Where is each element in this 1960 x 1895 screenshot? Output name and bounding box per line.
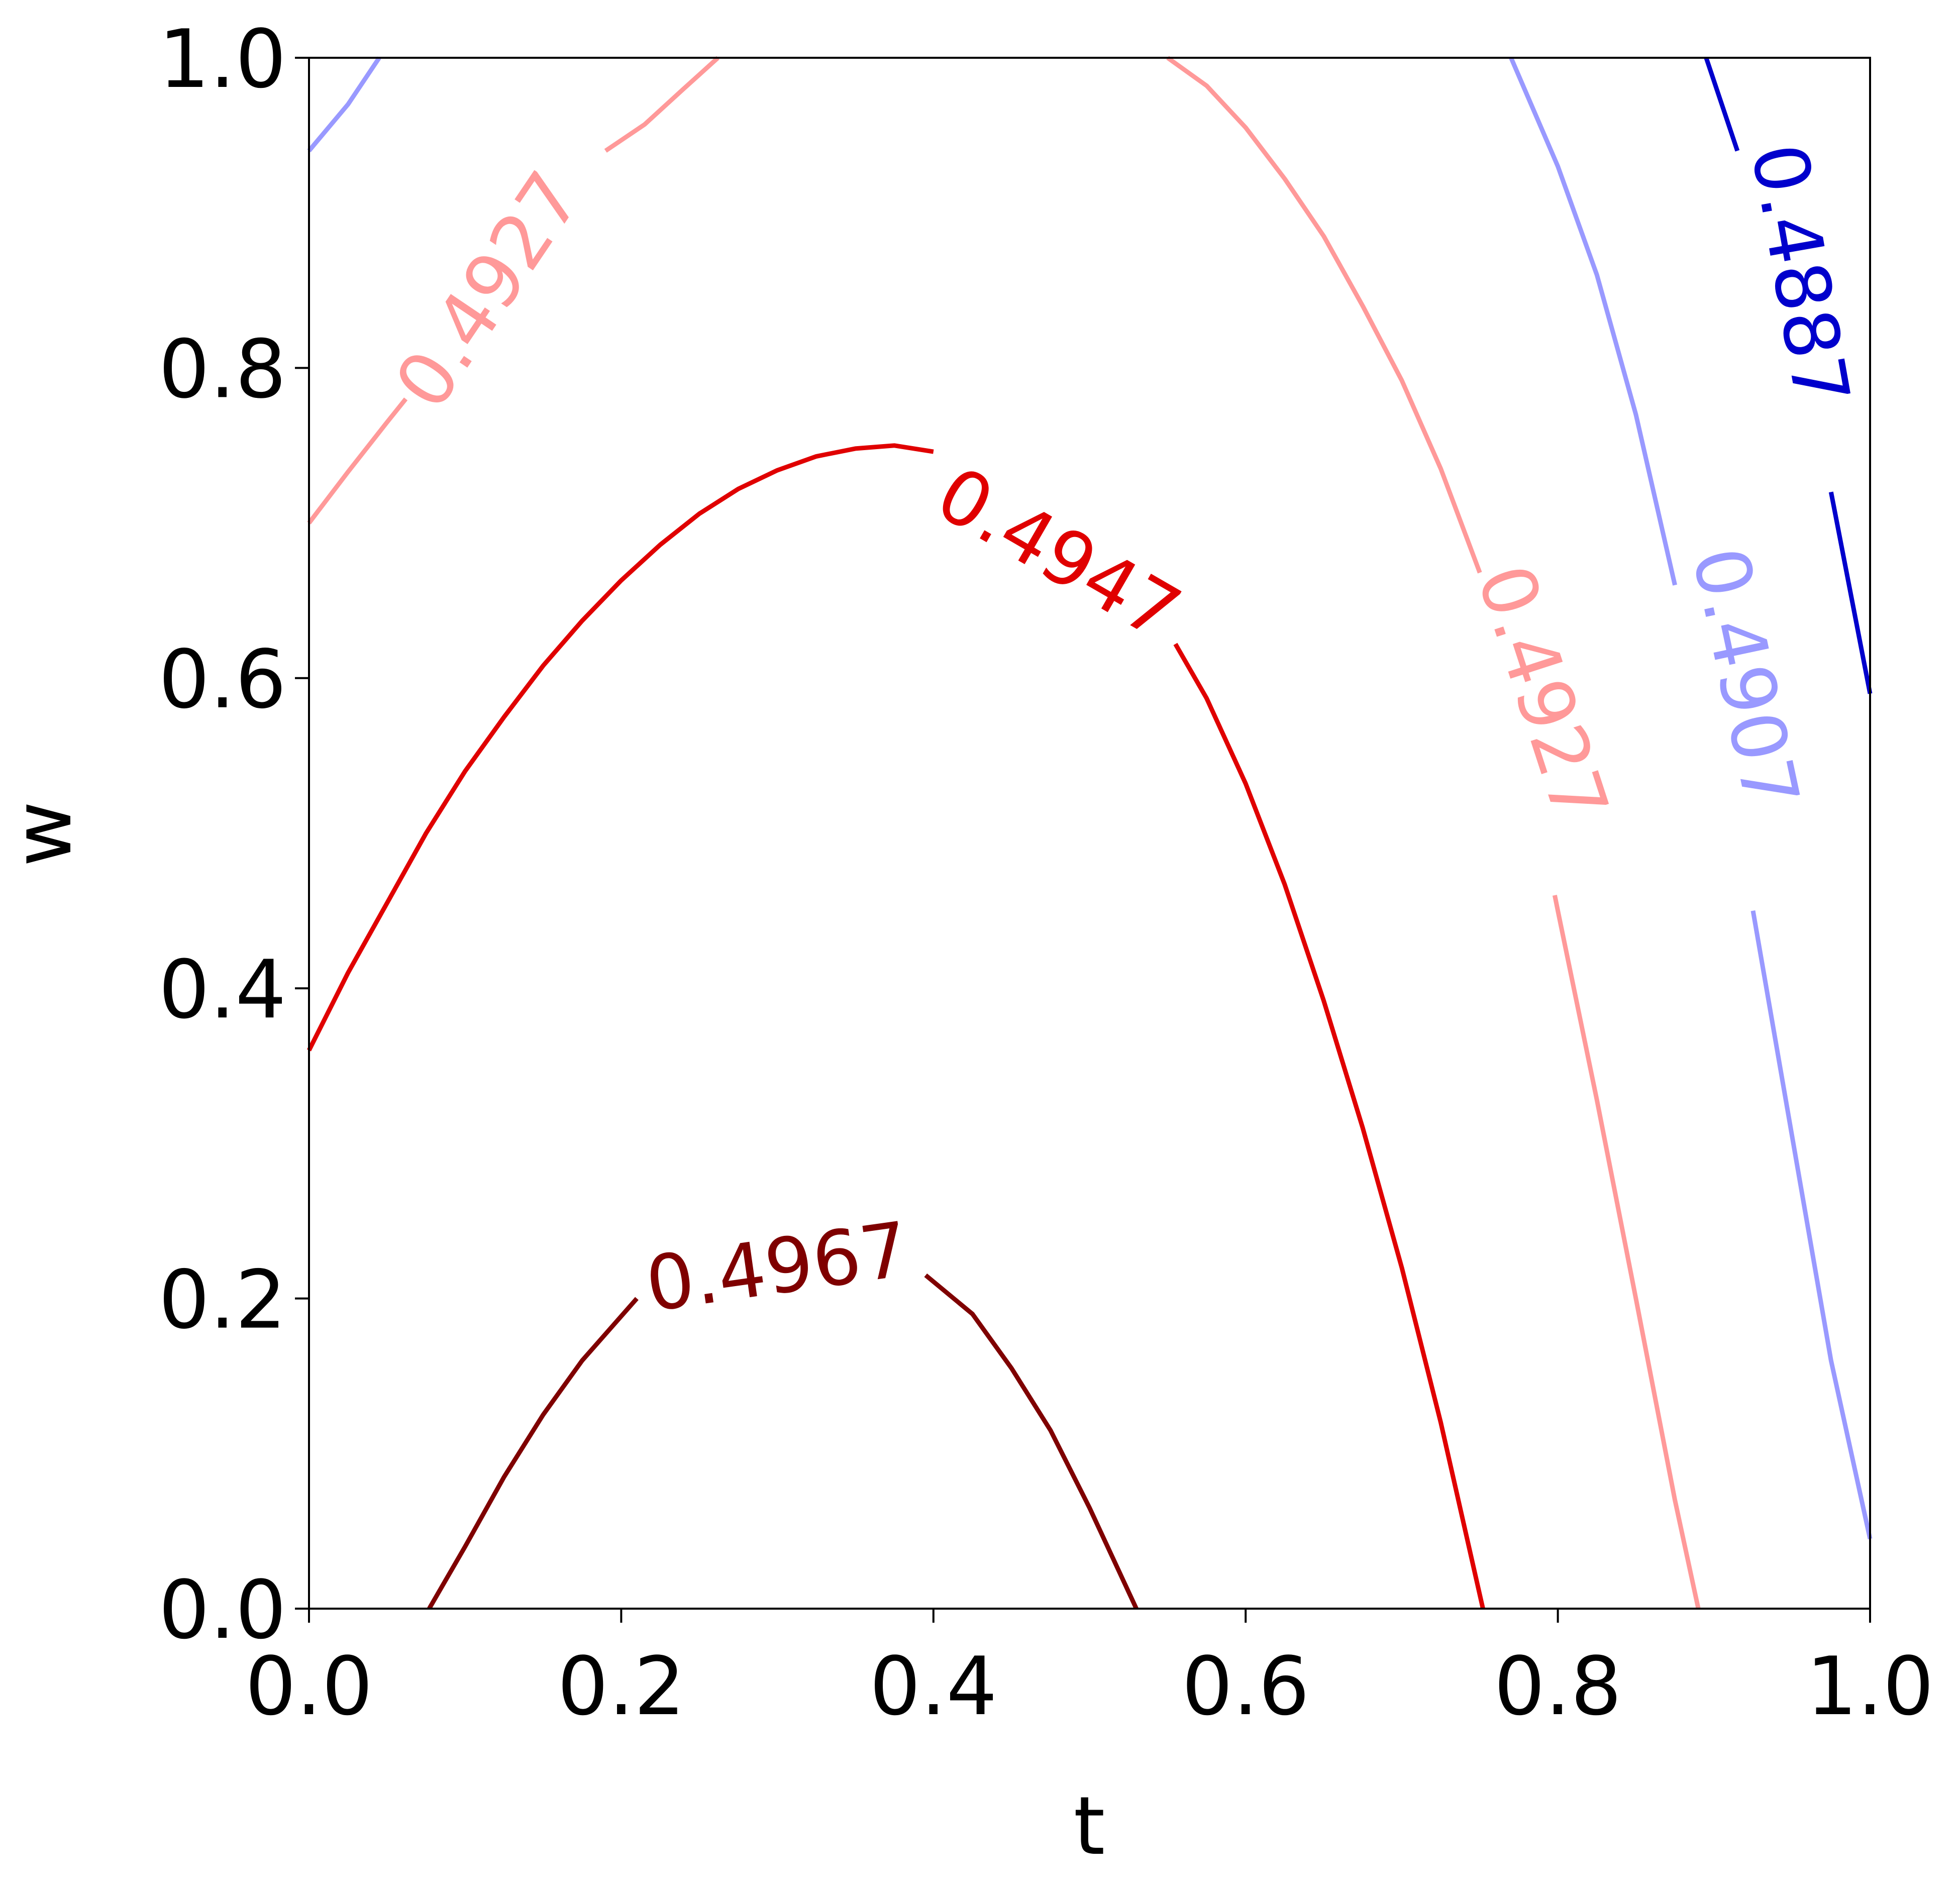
y-tick-label: 0.4 — [159, 942, 286, 1036]
contour-label-0.4967: 0.4967 — [641, 1206, 914, 1329]
contour-line-0.4967 — [427, 1297, 639, 1610]
y-axis-label: w — [0, 801, 89, 867]
x-tick-label: 0.2 — [557, 1639, 685, 1733]
contour-line-0.4887 — [1828, 491, 1873, 694]
contour-lines — [306, 56, 1873, 1610]
contour-label-0.4887: 0.4887 — [1734, 138, 1866, 412]
x-tick-label: 0.6 — [1182, 1639, 1309, 1733]
contour-line-0.4907 — [307, 56, 381, 153]
y-tick-label: 1.0 — [159, 12, 286, 106]
plot-frame — [308, 57, 1871, 1610]
contour-line-0.4927 — [1166, 56, 1482, 574]
contour-line-0.4967 — [924, 1273, 1139, 1610]
contour-line-0.4887 — [1704, 57, 1740, 152]
contour-label-0.4907: 0.4907 — [1675, 540, 1815, 816]
contour-line-0.4947 — [306, 443, 934, 1051]
contour-labels: 0.4967 0.4947 0.4927 0.4927 0.4907 0.4887 — [378, 138, 1866, 1329]
x-axis-ticks: 0.0 0.2 0.4 0.6 0.8 1.0 — [245, 1609, 1934, 1733]
contour-line-0.4907 — [1509, 57, 1677, 586]
y-tick-label: 0.8 — [159, 322, 286, 416]
contour-line-0.4907 — [1750, 910, 1873, 1540]
contour-label-0.4947: 0.4947 — [922, 450, 1195, 658]
x-tick-label: 0.0 — [245, 1639, 373, 1733]
contour-line-0.4927 — [307, 397, 408, 524]
y-tick-label: 0.6 — [159, 633, 286, 726]
y-tick-label: 0.2 — [159, 1253, 286, 1347]
contour-label-0.4927: 0.4927 — [1460, 555, 1625, 832]
contour-line-0.4947 — [1173, 643, 1485, 1609]
x-tick-label: 0.4 — [870, 1639, 997, 1733]
x-axis-label: t — [1074, 1779, 1105, 1873]
y-tick-label: 0.0 — [159, 1563, 286, 1657]
x-tick-label: 0.8 — [1494, 1639, 1621, 1733]
x-tick-label: 1.0 — [1806, 1639, 1934, 1733]
contour-line-0.4927 — [604, 56, 720, 153]
y-axis-ticks: 0.0 0.2 0.4 0.6 0.8 1.0 — [159, 12, 309, 1657]
contour-label-0.4927: 0.4927 — [378, 157, 598, 424]
contour-line-0.4927 — [1552, 895, 1701, 1609]
